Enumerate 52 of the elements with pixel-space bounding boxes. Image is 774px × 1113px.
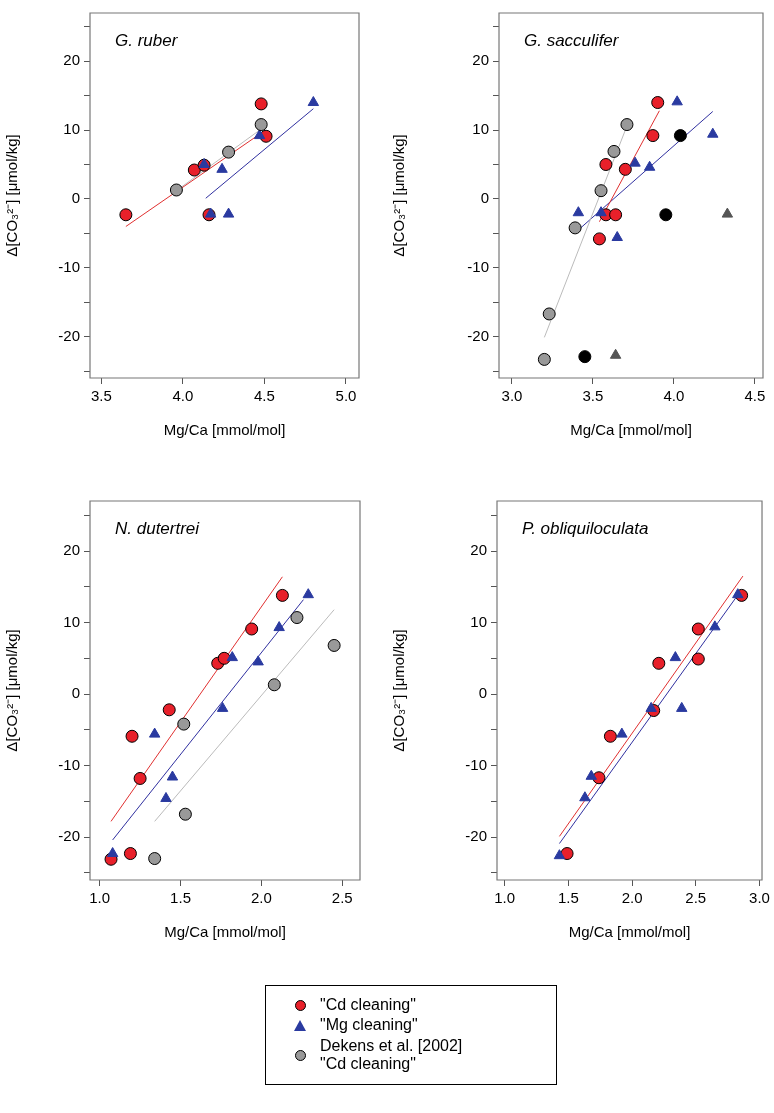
y-tick-label: 20 — [63, 51, 80, 69]
x-tick-label: 1.5 — [557, 889, 579, 907]
legend-label: "Mg cleaning" — [320, 1016, 418, 1035]
y-tick-label: 10 — [470, 612, 487, 630]
x-tick-label: 4.5 — [744, 387, 766, 405]
x-tick-label: 2.5 — [331, 889, 353, 907]
y-axis-title: Δ[CO₃²⁻] [μmol/kg] — [3, 629, 21, 752]
y-tick-label: -10 — [58, 257, 80, 275]
text: P. obliquiloculata — [522, 519, 649, 538]
y-tick-label: 10 — [63, 120, 80, 138]
y-tick-label: 0 — [480, 189, 489, 207]
x-tick-label: 5.0 — [335, 387, 357, 405]
y-axis-title: Δ[CO₃²⁻] [μmol/kg] — [390, 629, 408, 752]
y-tick-label: -20 — [467, 326, 489, 344]
x-tick-label: 3.0 — [749, 889, 770, 907]
x-axis-title: Mg/Ca [mmol/mol] — [568, 923, 691, 941]
x-tick-label: 2.5 — [685, 889, 707, 907]
x-axis-title: Mg/Ca [mmol/mol] — [164, 923, 286, 941]
x-tick-label: 4.5 — [254, 387, 275, 405]
text: N. dutertrei — [115, 519, 201, 538]
text: G. sacculifer — [524, 31, 620, 50]
y-tick-label: 10 — [472, 120, 489, 138]
y-tick-label: 0 — [478, 684, 487, 702]
y-tick-label: 0 — [71, 684, 80, 702]
x-tick-label: 4.0 — [172, 387, 194, 405]
legend-label: "Cd cleaning" — [320, 996, 416, 1015]
legend-label: Dekens et al. [2002] "Cd cleaning" — [320, 1036, 463, 1074]
x-axis-title: Mg/Ca [mmol/mol] — [163, 421, 286, 439]
y-tick-label: 20 — [63, 541, 80, 559]
y-tick-label: 20 — [470, 541, 487, 559]
x-tick-label: 1.0 — [494, 889, 516, 907]
x-tick-label: 3.5 — [582, 387, 604, 405]
y-tick-label: 10 — [63, 612, 80, 630]
y-tick-label: -10 — [58, 755, 80, 773]
x-tick-label: 3.5 — [90, 387, 112, 405]
y-tick-label: 20 — [472, 51, 489, 69]
y-tick-label: -20 — [58, 827, 80, 845]
y-tick-label: -20 — [58, 326, 80, 344]
x-tick-label: 3.0 — [501, 387, 523, 405]
y-tick-label: -10 — [465, 755, 487, 773]
y-axis-title: Δ[CO₃²⁻] [μmol/kg] — [3, 134, 21, 257]
x-tick-label: 4.0 — [663, 387, 685, 405]
x-tick-label: 1.5 — [170, 889, 191, 907]
y-tick-label: -20 — [465, 827, 487, 845]
y-tick-label: 0 — [71, 189, 80, 207]
text: G. ruber — [115, 31, 179, 50]
x-tick-label: 2.0 — [621, 889, 643, 907]
x-axis-title: Mg/Ca [mmol/mol] — [570, 421, 692, 439]
y-axis-title: Δ[CO₃²⁻] [μmol/kg] — [390, 134, 408, 257]
y-tick-label: -10 — [467, 257, 489, 275]
x-tick-label: 2.0 — [250, 889, 272, 907]
x-tick-label: 1.0 — [89, 889, 111, 907]
